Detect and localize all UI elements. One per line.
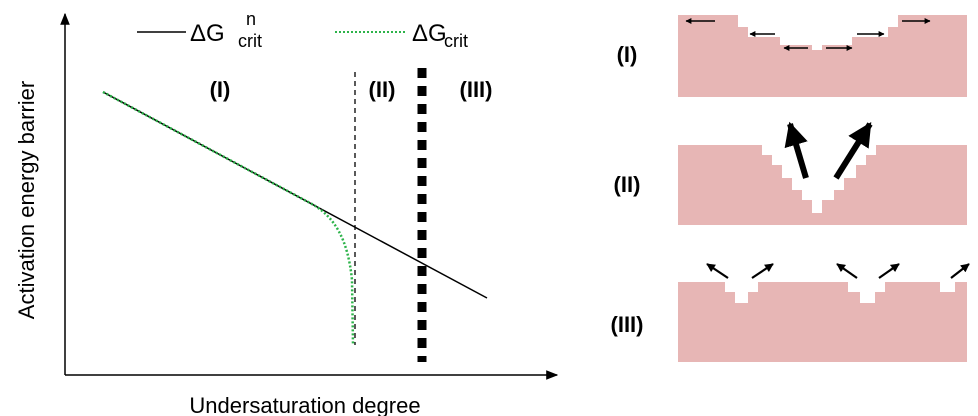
x-axis-label: Undersaturation degree <box>189 393 420 416</box>
legend-symbol: ΔG <box>190 20 225 47</box>
figure: Activation energy barrier Undersaturatio… <box>0 0 978 416</box>
crystal-surface <box>678 145 967 225</box>
legend-symbol: ΔG <box>412 20 447 47</box>
pit-arrows <box>707 264 969 278</box>
region-label: (II) <box>369 77 396 102</box>
legend-subscript: crit <box>238 31 262 51</box>
critical-barrier-curve <box>103 92 353 345</box>
panel-label: (I) <box>617 42 638 67</box>
panel-label: (II) <box>614 172 641 197</box>
region-label: (I) <box>210 77 231 102</box>
panel-label: (III) <box>611 312 644 337</box>
region-label: (III) <box>460 77 493 102</box>
legend-subscript: crit <box>444 31 468 51</box>
crystal-surface <box>678 15 967 97</box>
y-axis-label: Activation energy barrier <box>14 81 39 319</box>
crystal-surface <box>678 282 967 362</box>
legend-superscript: n <box>246 9 256 29</box>
